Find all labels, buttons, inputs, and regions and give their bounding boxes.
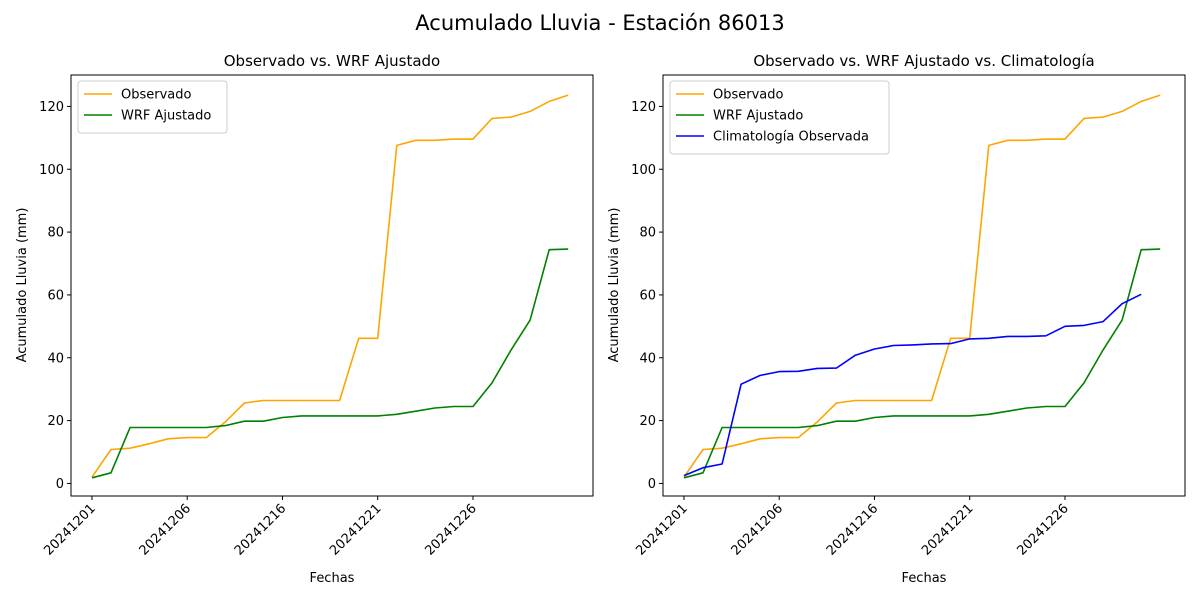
x-tick-label: 20241216 — [232, 501, 289, 558]
x-tick-label: 20241226 — [1014, 501, 1071, 558]
y-tick-label: 0 — [56, 477, 64, 492]
y-tick-label: 100 — [631, 163, 656, 178]
y-tick-label: 60 — [639, 288, 656, 303]
plot-frame — [662, 74, 1186, 497]
y-axis-label: Acumulado Lluvia (mm) — [15, 208, 30, 363]
legend-entry: Climatología Observada — [713, 130, 869, 145]
x-axis-label: Fechas — [310, 571, 355, 586]
x-tick-label: 20241201 — [41, 501, 98, 558]
series-line-3 — [683, 293, 1142, 477]
x-tick-label: 20241206 — [729, 501, 786, 558]
x-tick-label: 20241221 — [919, 501, 976, 558]
plot-frame — [70, 74, 594, 497]
y-tick-label: 20 — [47, 414, 64, 429]
x-tick-label: 20241201 — [633, 501, 690, 558]
chart-title: Observado vs. WRF Ajustado — [224, 52, 440, 70]
y-axis-label: Acumulado Lluvia (mm) — [607, 208, 622, 363]
chart-left: Observado vs. WRF Ajustado Fechas Acumul… — [15, 52, 594, 586]
x-tick-label: 20241226 — [422, 501, 479, 558]
legend-box — [77, 80, 228, 134]
x-axis-label: Fechas — [902, 571, 947, 586]
y-tick-label: 80 — [639, 226, 656, 241]
x-tick-label: 20241206 — [137, 501, 194, 558]
y-tick-label: 120 — [631, 100, 656, 115]
y-tick-label: 120 — [39, 100, 64, 115]
legend-box — [669, 80, 890, 155]
x-tick-label: 20241221 — [327, 501, 384, 558]
series-line-1 — [683, 94, 1161, 478]
legend-entry: WRF Ajustado — [713, 109, 803, 124]
chart-title: Observado vs. WRF Ajustado vs. Climatolo… — [753, 52, 1094, 70]
y-tick-label: 20 — [639, 414, 656, 429]
legend-entry: WRF Ajustado — [121, 109, 211, 124]
y-tick-label: 40 — [47, 351, 64, 366]
legend-entry: Observado — [713, 88, 784, 103]
series-line-2 — [91, 248, 569, 479]
y-tick-label: 60 — [47, 288, 64, 303]
x-tick-label: 20241216 — [824, 501, 881, 558]
y-tick-label: 40 — [639, 351, 656, 366]
y-tick-label: 100 — [39, 163, 64, 178]
series-line-1 — [91, 94, 569, 478]
figure-suptitle: Acumulado Lluvia - Estación 86013 — [415, 11, 784, 35]
y-tick-label: 80 — [47, 226, 64, 241]
y-tick-label: 0 — [648, 477, 656, 492]
series-line-2 — [683, 248, 1161, 479]
legend-entry: Observado — [121, 88, 192, 103]
chart-right: Observado vs. WRF Ajustado vs. Climatolo… — [607, 52, 1186, 586]
